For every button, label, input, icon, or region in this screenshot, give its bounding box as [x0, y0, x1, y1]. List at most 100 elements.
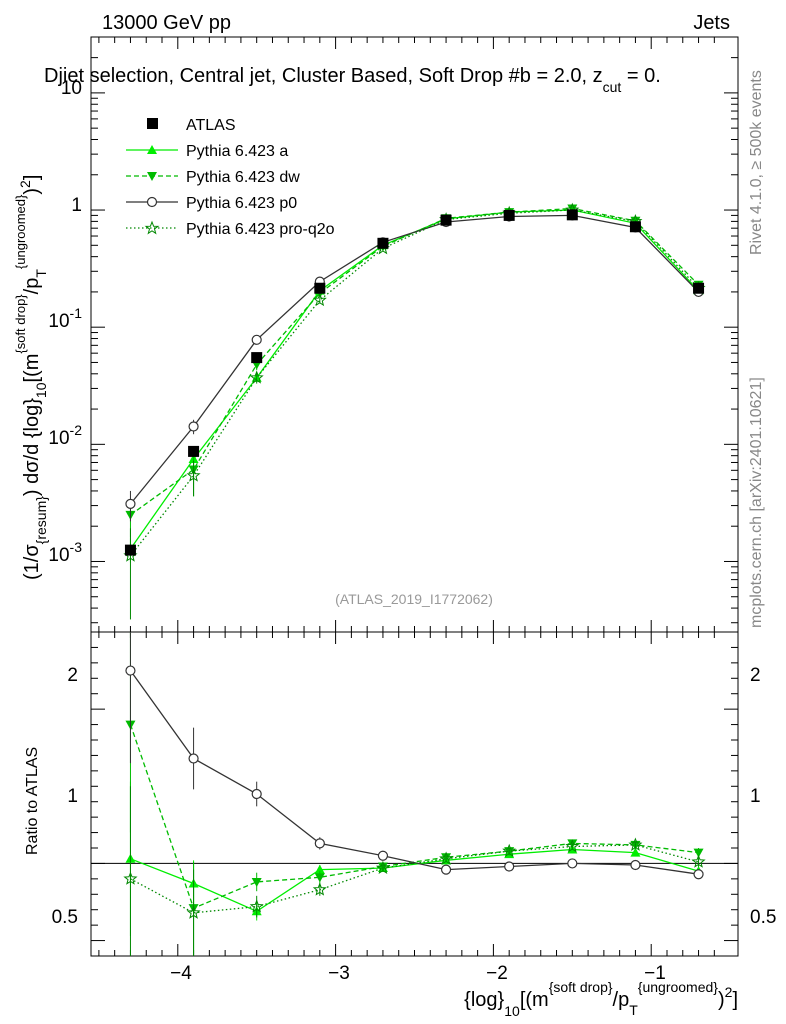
ratio-tick-label-right-2: 2 [750, 665, 761, 686]
atlas-data-point [629, 221, 641, 233]
main-y-tick-labels: 10-3 10-2 10-1 1 10 [48, 78, 82, 566]
legend-label-p0: Pythia 6.423 p0 [186, 195, 297, 212]
ratio-marker-pro-q2o [565, 839, 580, 853]
ratio-marker-pro-q2o [439, 851, 454, 865]
mcplots-label: mcplots.cern.ch [arXiv:2401.10621] [748, 377, 765, 628]
ratio-marker-p0 [188, 753, 199, 764]
ratio-marker-p0 [504, 861, 515, 872]
ratio-marker-p0 [125, 665, 136, 676]
atlas-data-point [188, 445, 200, 457]
ratio-marker-p0 [693, 869, 704, 880]
legend-label-dw: Pythia 6.423 dw [186, 169, 300, 186]
ratio-marker-pro-q2o [249, 899, 264, 913]
plot-title: Djiet selection, Central jet, Cluster Ba… [44, 65, 661, 95]
analysis-id: (ATLAS_2019_I1772062) [335, 591, 493, 607]
legend-label-pro-q2o: Pythia 6.423 pro-q2o [186, 221, 335, 238]
rivet-version-label: Rivet 4.1.0, ≥ 500k events [748, 70, 765, 255]
ratio-marker-pro-q2o [312, 882, 327, 896]
plot-title-cut: cut [603, 79, 622, 95]
plot-title-beta: b = 2.0, z [520, 65, 603, 87]
x-tick-label-m1: −1 [644, 963, 666, 984]
marker-p0 [188, 421, 199, 432]
ratio-marker-a [314, 864, 325, 874]
marker-p0 [251, 334, 262, 345]
ratio-tick-label-1: 1 [67, 786, 78, 807]
series-line-p0 [129, 214, 699, 505]
ratio-marker-pro-q2o [375, 860, 390, 875]
x-tick-label-m3: −3 [328, 963, 350, 984]
y-tick-label-1e-1: 10-1 [48, 305, 82, 332]
ratio-marker-p0 [314, 838, 325, 849]
ratio-marker-pro-q2o [628, 837, 643, 851]
atlas-data-point [693, 282, 705, 294]
ratio-marker-p0 [567, 858, 578, 869]
ratio-marker-pro-q2o [502, 843, 517, 857]
legend-entry-a: Pythia 6.423 a [126, 143, 288, 160]
y-tick-label-10: 10 [61, 78, 82, 99]
ratio-tick-label-2: 2 [67, 665, 78, 686]
ratio-line-pro-q2o [130, 844, 699, 914]
plot-title-tail: = 0. [621, 65, 660, 87]
legend-entry-p0: Pythia 6.423 p0 [126, 195, 297, 212]
legend-marker-pro-q2o [144, 220, 160, 235]
ratio-marker-pro-q2o [123, 871, 138, 885]
ratio-series-layer [123, 632, 706, 956]
legend-marker-dw [147, 172, 157, 181]
ratio-marker-p0 [630, 859, 641, 871]
ratio-marker-p0 [251, 788, 262, 800]
series-line-pro-q2o [129, 209, 699, 557]
energy-label: 13000 GeV pp [102, 12, 231, 34]
atlas-data-point [503, 209, 515, 221]
x-tick-labels: −4 −3 −2 −1 [170, 963, 666, 984]
legend-entry-dw: Pythia 6.423 dw [126, 169, 300, 186]
marker-pro-q2o [186, 468, 201, 482]
ratio-marker-dw [693, 848, 704, 858]
series-line-dw [130, 207, 699, 516]
marker-pro-q2o [249, 370, 264, 384]
ratio-tick-label-0.5: 0.5 [52, 907, 78, 928]
ratio-marker-dw [314, 873, 325, 883]
atlas-data-point [124, 544, 136, 556]
y-tick-label-1e-3: 10-3 [48, 539, 82, 566]
ratio-line-p0 [129, 670, 699, 875]
y-tick-label-1: 1 [71, 195, 82, 216]
legend-marker-a [147, 145, 157, 154]
plot-title-main: Djiet selection, Central jet, Cluster Ba… [44, 65, 521, 87]
x-tick-label-m2: −2 [486, 963, 508, 984]
x-axis-label: {log}10[(m{soft drop}/pT{ungroomed})2] [464, 979, 738, 1019]
ratio-line-a [130, 848, 699, 913]
atlas-data-point [377, 237, 389, 249]
marker-pro-q2o [312, 292, 327, 307]
ratio-marker-p0 [377, 850, 389, 861]
marker-p0 [125, 498, 136, 510]
legend: ATLAS Pythia 6.423 a Pythia 6.423 dw Pyt… [126, 117, 335, 238]
ratio-axis-label: Ratio to ATLAS [24, 747, 41, 855]
legend-marker-p0 [146, 196, 158, 208]
series-line-a [129, 209, 699, 550]
ratio-marker-pro-q2o [186, 905, 201, 919]
y-tick-label-1e-2: 10-2 [48, 422, 82, 449]
atlas-data-point [440, 214, 452, 226]
legend-marker-atlas [147, 118, 158, 129]
ratio-y-tick-labels-right: 0.5 1 2 [750, 665, 776, 928]
ratio-marker-dw [251, 877, 262, 887]
ratio-panel-frame [90, 631, 739, 957]
legend-label-a: Pythia 6.423 a [186, 143, 288, 160]
ratio-y-tick-labels-left: 0.5 1 2 [52, 665, 78, 928]
ratio-tick-label-right-1: 1 [750, 786, 761, 807]
series-layer [123, 202, 706, 620]
legend-entry-atlas: ATLAS [147, 117, 236, 134]
legend-entry-pro-q2o: Pythia 6.423 pro-q2o [126, 220, 335, 238]
atlas-data-point [566, 209, 578, 221]
atlas-data-point [314, 282, 326, 294]
data-points-layer [124, 209, 705, 556]
ratio-tick-label-right-0.5: 0.5 [750, 907, 776, 928]
ratio-marker-pro-q2o [691, 854, 706, 868]
legend-label-atlas: ATLAS [186, 117, 236, 134]
category-label: Jets [693, 12, 730, 34]
ratio-marker-a [630, 847, 641, 857]
atlas-data-point [251, 352, 263, 364]
ratio-marker-p0 [440, 864, 452, 875]
x-tick-label-m4: −4 [170, 963, 192, 984]
